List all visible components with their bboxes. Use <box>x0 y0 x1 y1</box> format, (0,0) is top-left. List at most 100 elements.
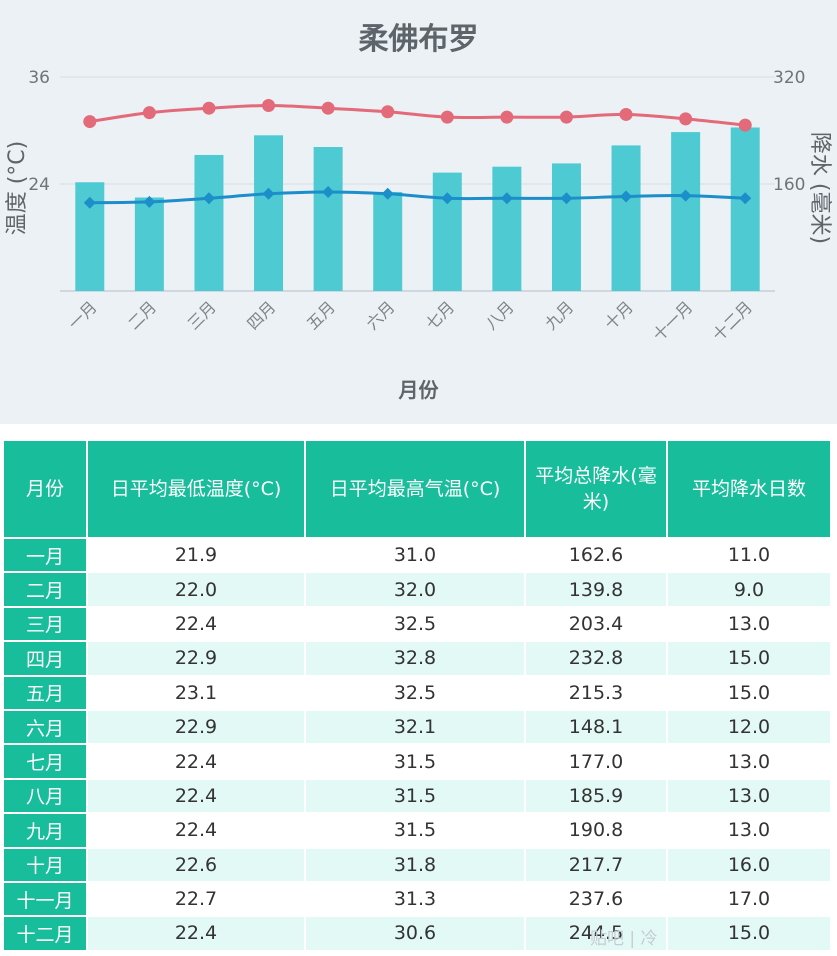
table-cell: 148.1 <box>526 710 666 744</box>
table-cell-month: 三月 <box>4 607 86 641</box>
table-cell: 22.4 <box>88 814 304 847</box>
table-cell-month: 八月 <box>4 779 86 813</box>
table-cell: 13.0 <box>668 745 830 778</box>
bar <box>730 127 760 291</box>
table-row: 五月 23.1 32.5 215.3 15.0 <box>4 676 830 709</box>
min-temp-point <box>560 192 573 205</box>
bar <box>671 132 701 291</box>
x-tick-label: 六月 <box>362 297 398 333</box>
climate-table: 月份 日平均最低温度(°C) 日平均最高气温(°C) 平均总降水(毫米) 平均降… <box>2 439 832 952</box>
table-row: 七月 22.4 31.5 177.0 13.0 <box>4 745 830 778</box>
watermark: 贴吧 | 冷 <box>590 929 658 949</box>
min-temp-point <box>83 196 96 209</box>
table-row: 六月 22.9 32.1 148.1 12.0 <box>4 710 830 744</box>
table-cell: 13.0 <box>668 779 830 813</box>
max-temp-point <box>202 101 216 115</box>
table-cell: 9.0 <box>668 573 830 606</box>
chart-panel: 柔佛布罗 36 24 320 160 一月 二月 三月 四月 五月 六月 七月 八月 九月 十月 十一月 十二… <box>0 0 837 424</box>
header-min-temp: 日平均最低温度(°C) <box>88 441 304 537</box>
max-temp-point <box>142 106 156 120</box>
table-cell: 30.6 <box>306 917 524 950</box>
table-cell: 31.0 <box>306 539 524 572</box>
bar <box>254 135 284 291</box>
table-row: 九月 22.4 31.5 190.8 13.0 <box>4 814 830 847</box>
x-tick-label: 一月 <box>65 297 101 333</box>
table-cell: 32.1 <box>306 710 524 744</box>
table-row: 一月 21.9 31.0 162.6 11.0 <box>4 539 830 572</box>
table-cell-month: 九月 <box>4 814 86 847</box>
table-cell: 22.4 <box>88 917 304 950</box>
bar <box>134 197 164 291</box>
min-temp-point <box>441 192 454 205</box>
table-row: 十一月 22.7 31.3 237.6 17.0 <box>4 882 830 916</box>
table-row: 十二月 22.4 30.6 244.5 15.0 <box>4 917 830 950</box>
table-cell: 203.4 <box>526 607 666 641</box>
bar <box>611 145 641 291</box>
min-temp-point <box>202 192 215 205</box>
table-row: 四月 22.9 32.8 232.8 15.0 <box>4 642 830 675</box>
table-cell: 22.4 <box>88 745 304 778</box>
header-precip: 平均总降水(毫米) <box>526 441 666 537</box>
min-temp-point <box>620 190 633 203</box>
min-temp-point <box>322 186 335 199</box>
table-cell: 22.4 <box>88 779 304 813</box>
table-cell: 22.6 <box>88 848 304 881</box>
table-header-row: 月份 日平均最低温度(°C) 日平均最高气温(°C) 平均总降水(毫米) 平均降… <box>4 441 830 537</box>
table-cell-month: 七月 <box>4 745 86 778</box>
table-cell: 15.0 <box>668 642 830 675</box>
table-cell: 177.0 <box>526 745 666 778</box>
table-cell: 185.9 <box>526 779 666 813</box>
table-cell: 22.7 <box>88 882 304 916</box>
table-cell-month: 一月 <box>4 539 86 572</box>
min-temp-point <box>739 192 752 205</box>
max-temp-line <box>89 104 746 127</box>
min-temp-point <box>143 195 156 208</box>
table-cell-month: 五月 <box>4 676 86 709</box>
table-cell: 237.6 <box>526 882 666 916</box>
y-left-tick-label: 24 <box>28 175 50 195</box>
header-month: 月份 <box>4 441 86 537</box>
table-cell: 15.0 <box>668 917 830 950</box>
x-tick-label: 十二月 <box>709 297 756 344</box>
max-temp-point <box>262 99 276 113</box>
bar <box>194 154 224 291</box>
table-cell: 31.5 <box>306 745 524 778</box>
bar <box>313 147 343 291</box>
table-cell: 31.3 <box>306 882 524 916</box>
min-temp-point <box>679 189 692 202</box>
table-cell: 162.6 <box>526 539 666 572</box>
table-cell: 217.7 <box>526 848 666 881</box>
table-row: 十月 22.6 31.8 217.7 16.0 <box>4 848 830 881</box>
table-cell-month: 十二月 <box>4 917 86 950</box>
max-temp-point <box>321 101 335 115</box>
table-cell: 17.0 <box>668 882 830 916</box>
table-cell: 23.1 <box>88 676 304 709</box>
table-cell-month: 十月 <box>4 848 86 881</box>
max-temp-point <box>381 105 395 119</box>
max-temp-point <box>738 118 752 132</box>
table-cell-month: 六月 <box>4 710 86 744</box>
table-cell: 12.0 <box>668 710 830 744</box>
header-precip-days: 平均降水日数 <box>668 441 830 537</box>
min-temp-point <box>381 187 394 200</box>
table-cell: 31.5 <box>306 779 524 813</box>
table-cell: 16.0 <box>668 848 830 881</box>
x-tick-label: 四月 <box>243 297 279 333</box>
table-cell: 190.8 <box>526 814 666 847</box>
table-cell: 22.9 <box>88 710 304 744</box>
table-cell: 139.8 <box>526 573 666 606</box>
y-left-tick-label: 36 <box>28 68 50 88</box>
table-row: 二月 22.0 32.0 139.8 9.0 <box>4 573 830 606</box>
x-tick-label: 九月 <box>541 297 577 333</box>
x-tick-label: 五月 <box>303 297 339 333</box>
max-temp-point <box>619 107 633 121</box>
max-temp-point <box>559 110 573 124</box>
table-cell: 31.8 <box>306 848 524 881</box>
x-tick-label: 三月 <box>184 297 220 333</box>
y-axis-left-label: 温度 (°C) <box>5 140 30 236</box>
y-right-tick-label: 320 <box>773 68 805 88</box>
max-temp-point <box>500 110 514 124</box>
bar <box>492 166 522 291</box>
table-cell: 15.0 <box>668 676 830 709</box>
y-right-tick-label: 160 <box>773 175 805 195</box>
